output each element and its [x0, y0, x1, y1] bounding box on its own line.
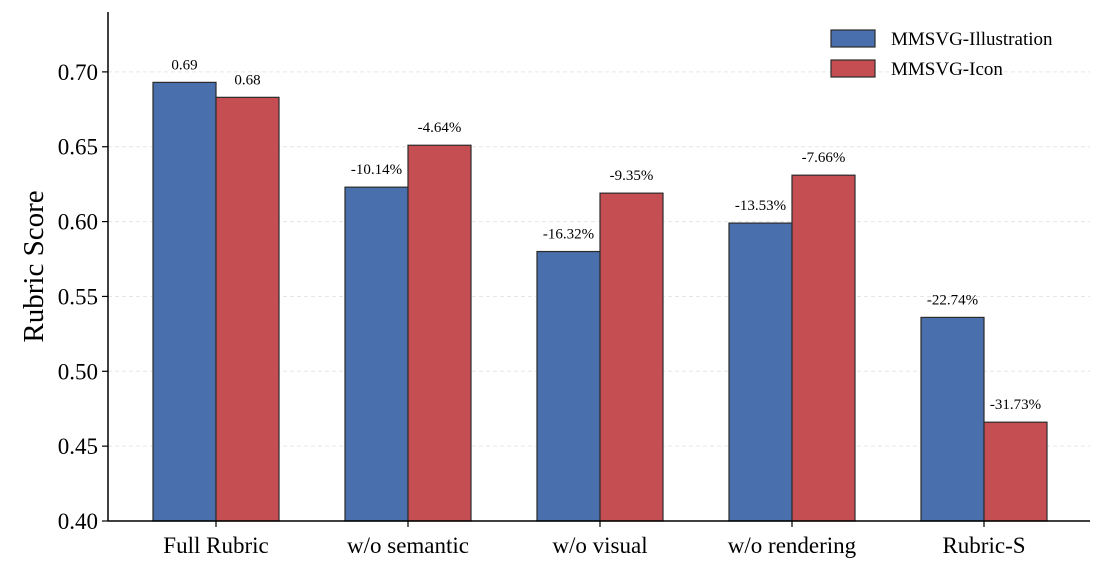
bar-icon: [791, 174, 856, 522]
legend: MMSVG-Illustration MMSVG-Icon: [830, 29, 1053, 80]
bar-icon: [407, 144, 472, 522]
x-tick-label: Full Rubric: [163, 533, 268, 558]
y-axis-label: Rubric Score: [18, 190, 50, 342]
bar-value-label: -10.14%: [351, 162, 402, 178]
bar-icon: [215, 96, 280, 522]
bar-value-label: -16.32%: [543, 227, 594, 243]
bar-illustration: [536, 250, 601, 522]
x-tick-label: Rubric-S: [942, 533, 1025, 558]
bar-value-label: 0.69: [171, 57, 197, 73]
y-tick-label: 0.65: [58, 135, 98, 160]
x-tick-label: w/o rendering: [728, 533, 857, 558]
bar-value-label: -31.73%: [990, 397, 1041, 413]
bar-value-label: -22.74%: [927, 292, 978, 308]
bar-value-label: -4.64%: [418, 120, 462, 136]
x-tick-label: w/o semantic: [347, 533, 469, 558]
x-tick-label: w/o visual: [552, 533, 647, 558]
bar-illustration: [728, 222, 793, 522]
y-tick-label: 0.40: [58, 509, 98, 534]
legend-label: MMSVG-Illustration: [891, 29, 1053, 50]
legend-swatch: [830, 59, 876, 78]
bar-value-label: -7.66%: [802, 150, 846, 166]
bar-icon: [599, 192, 664, 522]
bar-value-label: -13.53%: [735, 198, 786, 214]
legend-swatch: [830, 29, 876, 48]
bar-illustration: [344, 186, 409, 522]
bar-value-labels: 0.69 -10.14% -16.32% -13.53% -22.74% 0.68 -4.6…: [171, 57, 1041, 413]
bar-illustration: [152, 81, 217, 522]
bar-illustration: [920, 316, 985, 522]
y-tick-label: 0.55: [58, 284, 98, 309]
bar-icon: [983, 421, 1048, 522]
y-tick-label: 0.70: [58, 60, 98, 85]
bar-value-label: -9.35%: [610, 168, 654, 184]
y-tick-label: 0.60: [58, 210, 98, 235]
bar-value-label: 0.68: [234, 72, 260, 88]
y-tick-label: 0.45: [58, 434, 98, 459]
legend-label: MMSVG-Icon: [891, 59, 1003, 80]
axes: 0.40 0.45 0.50 0.55 0.60 0.65 0.70 Full Rubric w…: [18, 12, 1090, 558]
bars: [152, 81, 1048, 522]
y-tick-label: 0.50: [58, 359, 98, 384]
